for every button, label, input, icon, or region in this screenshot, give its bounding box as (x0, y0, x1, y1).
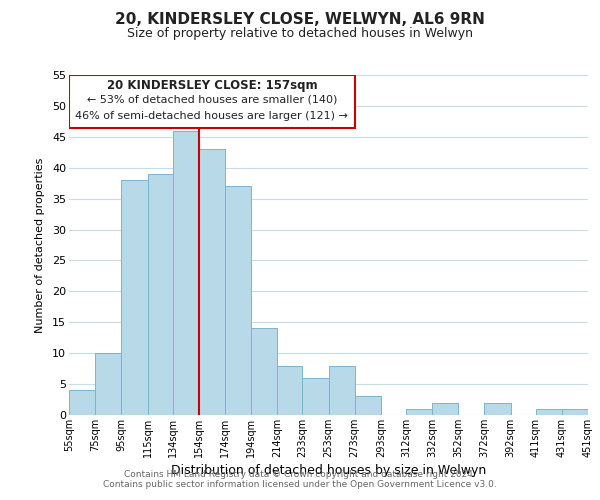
Bar (95, 353, 121, 415)
Bar (251, 328, 277, 415)
Bar (406, 409, 432, 415)
Bar (329, 366, 355, 415)
Bar (173, 130, 199, 415)
Bar (69, 75, 355, 128)
Bar (225, 186, 251, 415)
Bar (355, 396, 381, 415)
Text: 20 KINDERSLEY CLOSE: 157sqm: 20 KINDERSLEY CLOSE: 157sqm (107, 78, 317, 92)
Bar (302, 378, 329, 415)
Bar (199, 149, 225, 415)
X-axis label: Distribution of detached houses by size in Welwyn: Distribution of detached houses by size … (171, 464, 486, 477)
Y-axis label: Number of detached properties: Number of detached properties (35, 158, 45, 332)
Bar (536, 409, 562, 415)
Bar (562, 409, 588, 415)
Bar (121, 180, 148, 415)
Text: ← 53% of detached houses are smaller (140): ← 53% of detached houses are smaller (14… (86, 95, 337, 105)
Bar (69, 390, 95, 415)
Text: Contains HM Land Registry data © Crown copyright and database right 2024.
Contai: Contains HM Land Registry data © Crown c… (103, 470, 497, 489)
Text: 46% of semi-detached houses are larger (121) →: 46% of semi-detached houses are larger (… (76, 111, 348, 121)
Text: 20, KINDERSLEY CLOSE, WELWYN, AL6 9RN: 20, KINDERSLEY CLOSE, WELWYN, AL6 9RN (115, 12, 485, 28)
Bar (432, 402, 458, 415)
Bar (148, 174, 173, 415)
Bar (277, 366, 302, 415)
Bar (484, 402, 511, 415)
Text: Size of property relative to detached houses in Welwyn: Size of property relative to detached ho… (127, 28, 473, 40)
